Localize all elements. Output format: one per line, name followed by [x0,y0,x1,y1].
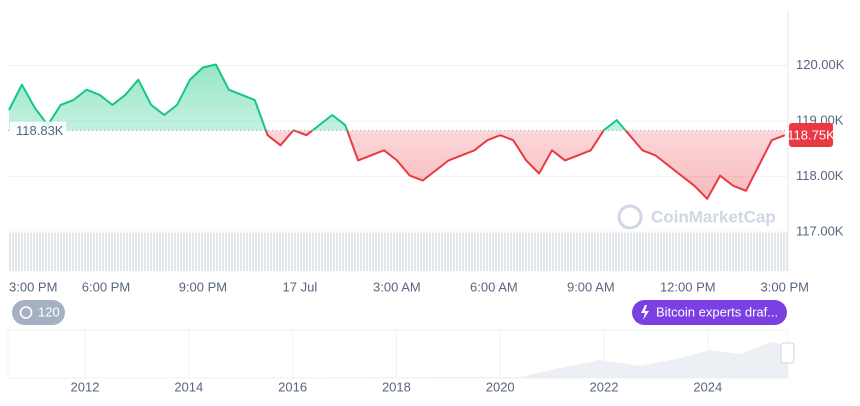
x-tick-label: 17 Jul [283,279,318,294]
history-button[interactable]: 120 [12,300,65,325]
navigator [7,329,795,379]
navigator-label: 2012 [71,379,100,394]
navigator-label: 2020 [486,379,515,394]
baseline-label-bg [10,121,66,140]
navigator-label: 2022 [590,379,619,394]
x-tick-label: 9:00 PM [179,279,227,294]
last-price-label: 118.75K [787,127,835,142]
navigator-label: 2016 [278,379,307,394]
x-tick-label: 9:00 AM [567,279,615,294]
news-text: Bitcoin experts draf... [656,304,778,319]
history-count: 120 [38,304,60,319]
navigator-label: 2024 [693,379,722,394]
watermark-text: CoinMarketCap [651,207,776,226]
x-tick-label: 12:00 PM [660,279,716,294]
price-line-up [8,63,627,131]
baseline-label: 118.83K [16,123,64,138]
area-down [265,130,785,199]
navigator-label: 2014 [174,379,203,394]
y-tick-label: 117.00K [796,224,844,239]
x-tick-label: 3:00 PM [9,279,57,294]
volume-bars [8,233,788,271]
price-line-down [264,130,786,200]
navigator-label: 2018 [382,379,411,394]
area-up [9,64,785,131]
news-button[interactable]: Bitcoin experts draf... [632,300,787,325]
x-tick-label: 6:00 AM [470,279,518,294]
y-tick-label: 120.00K [796,57,845,72]
last-price-tag [789,122,833,147]
x-tick-label: 3:00 PM [761,279,809,294]
x-tick-label: 6:00 PM [82,279,130,294]
x-tick-label: 3:00 AM [373,279,421,294]
y-tick-label: 118.00K [796,168,844,183]
watermark: CoinMarketCap [617,204,776,230]
